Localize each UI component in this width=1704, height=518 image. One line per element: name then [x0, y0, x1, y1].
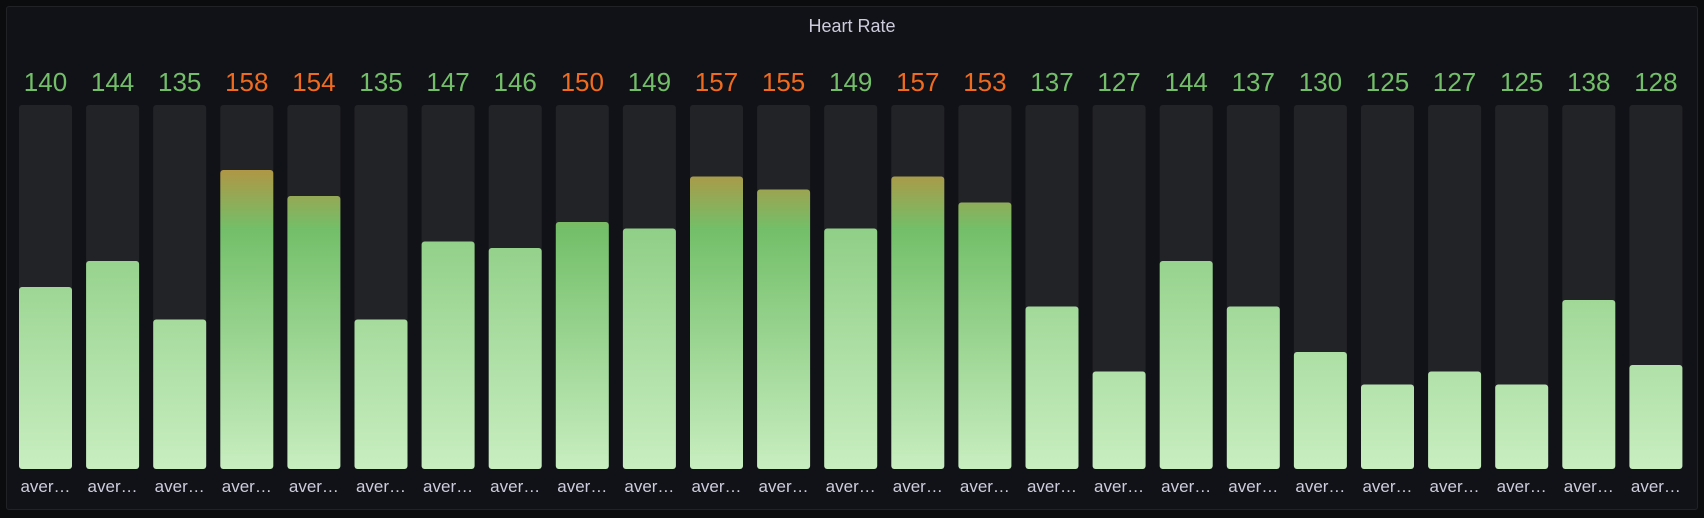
value-label: 135 [158, 67, 201, 97]
category-label: aver… [20, 477, 70, 496]
category-label: aver… [759, 477, 809, 496]
category-label: aver… [1497, 477, 1547, 496]
bar[interactable] [19, 287, 72, 469]
value-label: 138 [1567, 67, 1610, 97]
bar[interactable] [1495, 384, 1549, 470]
bar[interactable] [1361, 384, 1414, 470]
bar[interactable] [421, 241, 475, 470]
bar[interactable] [555, 222, 609, 469]
bar[interactable] [1025, 306, 1079, 470]
bar[interactable] [1428, 371, 1482, 470]
value-label: 137 [1232, 67, 1275, 97]
value-label: 130 [1299, 67, 1342, 97]
bar[interactable] [153, 319, 207, 470]
bar[interactable] [958, 202, 1012, 470]
value-label: 149 [829, 67, 872, 97]
value-label: 149 [628, 67, 671, 97]
category-label: aver… [1094, 477, 1144, 496]
bar[interactable] [1629, 365, 1683, 469]
category-label: aver… [624, 477, 674, 496]
category-label: aver… [1631, 477, 1681, 496]
value-label: 147 [426, 67, 469, 97]
bar[interactable] [86, 261, 140, 469]
bar[interactable] [287, 196, 341, 469]
value-label: 125 [1500, 67, 1543, 97]
bar-gauge-chart: 140 aver… 144 aver… 135 aver… 158 aver… 154 aver…… [19, 67, 1683, 496]
category-label: aver… [289, 477, 339, 496]
bar[interactable] [1293, 352, 1347, 469]
panel-title: Heart Rate [808, 16, 896, 36]
value-label: 158 [225, 67, 268, 97]
category-label: aver… [893, 477, 943, 496]
category-label: aver… [490, 477, 540, 496]
value-label: 153 [963, 67, 1006, 97]
bar-track [1495, 105, 1549, 469]
bar[interactable] [891, 176, 945, 470]
bar[interactable] [1562, 300, 1616, 469]
value-label: 144 [1165, 67, 1208, 97]
bar-track [1361, 105, 1414, 469]
bar[interactable] [354, 319, 408, 470]
category-label: aver… [1362, 477, 1412, 496]
value-label: 127 [1433, 67, 1476, 97]
value-label: 154 [292, 67, 335, 97]
value-label: 125 [1366, 67, 1409, 97]
bar[interactable] [824, 228, 878, 470]
value-label: 140 [24, 67, 67, 97]
value-label: 157 [695, 67, 738, 97]
heart-rate-panel: Heart Rate 140 aver… 144 aver… 135 aver… 158 av… [6, 6, 1698, 510]
category-label: aver… [1295, 477, 1345, 496]
category-label: aver… [1228, 477, 1278, 496]
category-label: aver… [88, 477, 138, 496]
bar[interactable] [1226, 306, 1280, 470]
category-label: aver… [423, 477, 473, 496]
bar[interactable] [488, 248, 542, 469]
bar[interactable] [757, 189, 811, 470]
value-label: 144 [91, 67, 134, 97]
value-label: 137 [1030, 67, 1073, 97]
value-label: 157 [896, 67, 939, 97]
bar[interactable] [622, 228, 676, 470]
category-label: aver… [1161, 477, 1211, 496]
category-label: aver… [826, 477, 876, 496]
bar[interactable] [690, 176, 743, 470]
value-label: 146 [494, 67, 537, 97]
category-label: aver… [1430, 477, 1480, 496]
category-label: aver… [222, 477, 272, 496]
value-label: 128 [1634, 67, 1677, 97]
bar[interactable] [220, 170, 274, 469]
bar[interactable] [1159, 261, 1213, 469]
bar[interactable] [1092, 371, 1146, 470]
category-label: aver… [557, 477, 607, 496]
category-label: aver… [1027, 477, 1077, 496]
value-label: 135 [359, 67, 402, 97]
category-label: aver… [960, 477, 1010, 496]
value-label: 155 [762, 67, 805, 97]
value-label: 150 [561, 67, 604, 97]
category-label: aver… [1564, 477, 1614, 496]
category-label: aver… [155, 477, 205, 496]
value-label: 127 [1097, 67, 1140, 97]
category-label: aver… [356, 477, 406, 496]
category-label: aver… [691, 477, 741, 496]
